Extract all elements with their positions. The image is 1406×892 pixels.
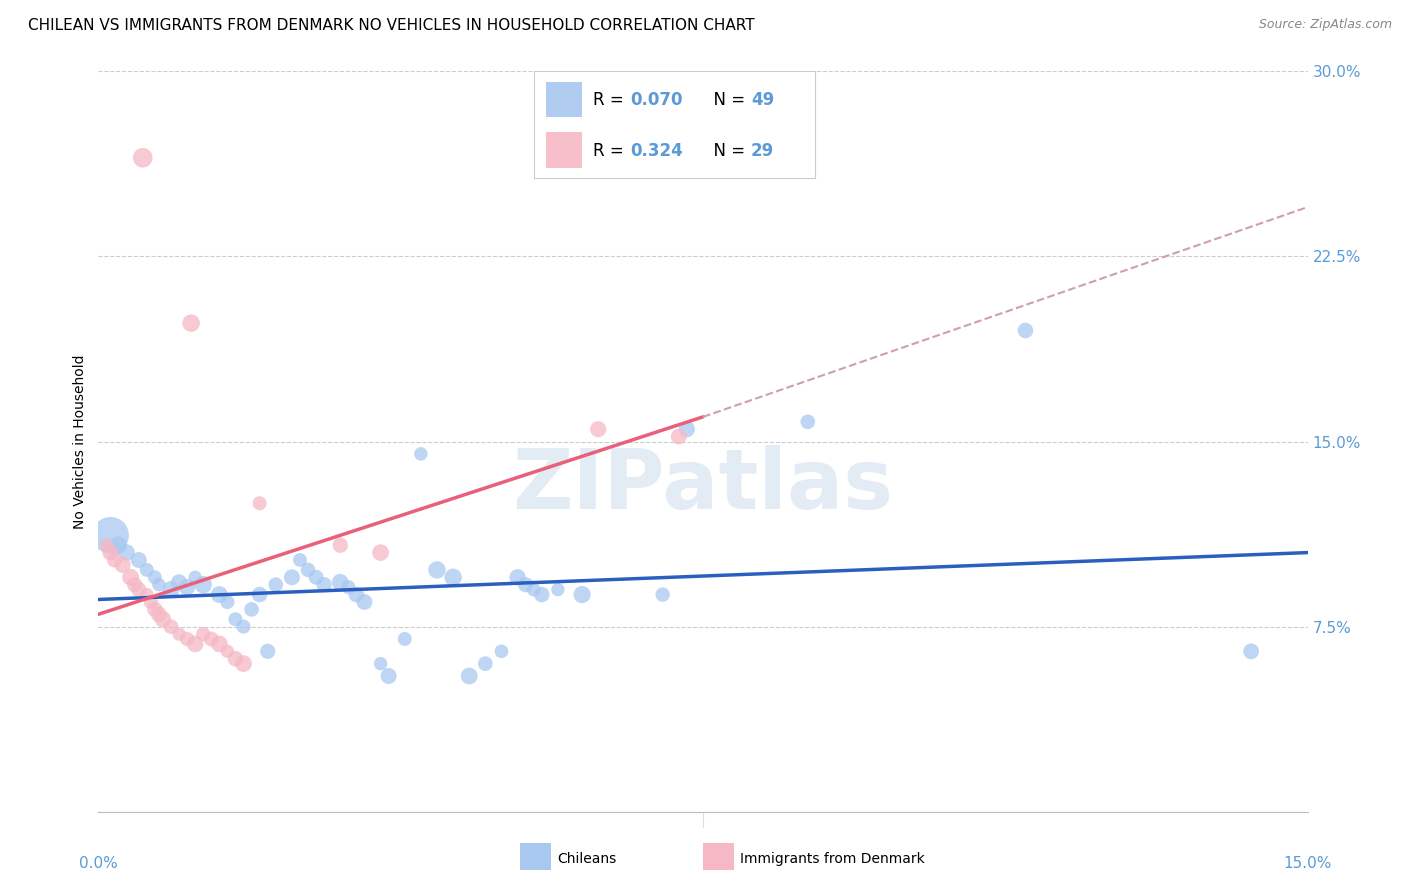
Point — [217, 595, 239, 609]
Point — [224, 651, 246, 665]
Point — [184, 570, 207, 584]
Point — [249, 496, 271, 510]
Point — [394, 632, 416, 646]
Point — [100, 545, 122, 560]
Point — [100, 528, 122, 542]
Point — [139, 595, 162, 609]
Point — [344, 588, 367, 602]
Point — [160, 619, 183, 633]
Point — [167, 627, 190, 641]
Point — [441, 570, 464, 584]
Point — [530, 588, 553, 602]
Point — [193, 627, 215, 641]
Text: CHILEAN VS IMMIGRANTS FROM DENMARK NO VEHICLES IN HOUSEHOLD CORRELATION CHART: CHILEAN VS IMMIGRANTS FROM DENMARK NO VE… — [28, 18, 755, 33]
Point — [506, 570, 529, 584]
Point — [329, 575, 352, 590]
Point — [314, 577, 336, 591]
Point — [160, 582, 183, 597]
Text: N =: N = — [703, 91, 751, 109]
Point — [370, 657, 392, 671]
Point — [152, 612, 174, 626]
Point — [143, 570, 166, 584]
Point — [120, 570, 142, 584]
Point — [148, 607, 170, 622]
Point — [491, 644, 513, 658]
Point — [167, 575, 190, 590]
Point — [426, 563, 449, 577]
Point — [180, 316, 202, 330]
Point — [107, 538, 129, 552]
Text: Chileans: Chileans — [557, 852, 616, 866]
Point — [305, 570, 328, 584]
Text: 0.0%: 0.0% — [79, 856, 118, 871]
Point — [208, 637, 231, 651]
Text: Source: ZipAtlas.com: Source: ZipAtlas.com — [1258, 18, 1392, 31]
Point — [1014, 324, 1036, 338]
Text: ZIPatlas: ZIPatlas — [513, 445, 893, 526]
Point — [132, 151, 155, 165]
Point — [200, 632, 222, 646]
Point — [232, 657, 254, 671]
Text: N =: N = — [703, 142, 751, 160]
Point — [281, 570, 304, 584]
Point — [1240, 644, 1263, 658]
Point — [571, 588, 593, 602]
Text: 0.324: 0.324 — [630, 142, 683, 160]
Point — [224, 612, 246, 626]
Point — [176, 580, 198, 594]
Point — [586, 422, 609, 436]
Point — [676, 422, 699, 436]
Text: 0.070: 0.070 — [630, 91, 682, 109]
Point — [208, 588, 231, 602]
Point — [329, 538, 352, 552]
Point — [288, 553, 311, 567]
Text: 29: 29 — [751, 142, 775, 160]
Bar — [546, 82, 582, 118]
Point — [668, 429, 690, 443]
Point — [515, 577, 537, 591]
Point — [547, 582, 569, 597]
Point — [377, 669, 399, 683]
Point — [797, 415, 820, 429]
Bar — [546, 132, 582, 168]
Point — [297, 563, 319, 577]
Point — [115, 545, 138, 560]
Point — [249, 588, 271, 602]
Text: 49: 49 — [751, 91, 775, 109]
Point — [523, 582, 546, 597]
Text: R =: R = — [593, 142, 630, 160]
Point — [337, 580, 360, 594]
Point — [256, 644, 278, 658]
Text: R =: R = — [593, 91, 630, 109]
Y-axis label: No Vehicles in Household: No Vehicles in Household — [73, 354, 87, 529]
Text: 15.0%: 15.0% — [1284, 856, 1331, 871]
Point — [128, 553, 150, 567]
Point — [353, 595, 375, 609]
Point — [128, 582, 150, 597]
Point — [135, 563, 157, 577]
Point — [240, 602, 263, 616]
Point — [176, 632, 198, 646]
Point — [124, 577, 146, 591]
Point — [264, 577, 287, 591]
Point — [474, 657, 496, 671]
Point — [184, 637, 207, 651]
Point — [96, 538, 118, 552]
Point — [103, 553, 125, 567]
Point — [409, 447, 432, 461]
Point — [193, 577, 215, 591]
Point — [651, 588, 673, 602]
Point — [232, 619, 254, 633]
Point — [148, 577, 170, 591]
Text: Immigrants from Denmark: Immigrants from Denmark — [740, 852, 924, 866]
Point — [370, 545, 392, 560]
Point — [111, 558, 134, 572]
Point — [458, 669, 481, 683]
Point — [217, 644, 239, 658]
Point — [143, 602, 166, 616]
Point — [135, 588, 157, 602]
